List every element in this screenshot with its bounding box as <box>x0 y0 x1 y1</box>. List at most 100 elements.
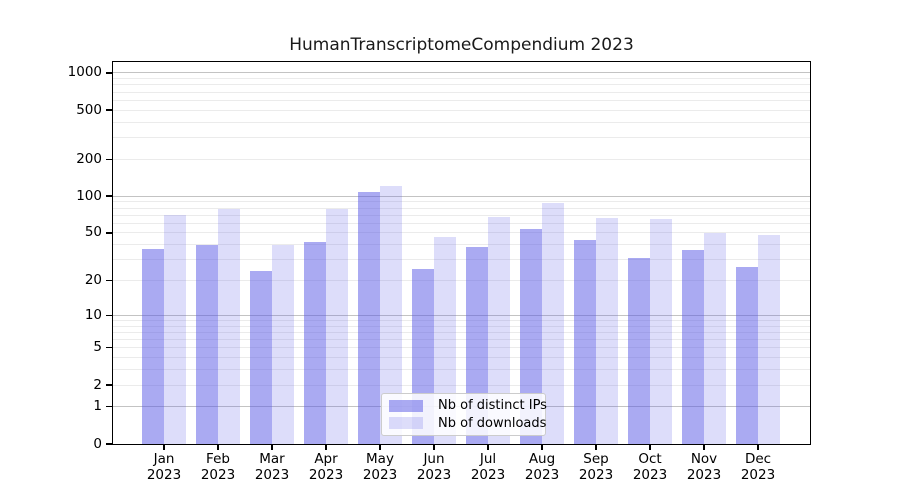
y-tick-label: 20 <box>84 272 102 288</box>
bar-distinct-ips <box>736 267 758 444</box>
bar-distinct-ips <box>682 250 704 444</box>
legend-swatch <box>389 399 423 412</box>
y-tick-mark <box>106 158 113 160</box>
y-gridline-minor <box>113 232 810 234</box>
y-gridline-minor <box>113 121 810 123</box>
y-gridline-minor <box>113 244 810 246</box>
y-gridline-minor <box>113 137 810 139</box>
legend-label: Nb of distinct IPs <box>438 398 547 414</box>
y-tick-mark <box>106 109 113 111</box>
x-tick-label: Aug 2023 <box>524 451 560 483</box>
y-tick-mark <box>106 195 113 197</box>
x-tick-label: Oct 2023 <box>632 451 668 483</box>
x-tick-label: Nov 2023 <box>686 451 722 483</box>
bar-downloads <box>596 218 618 444</box>
y-gridline-minor <box>113 84 810 86</box>
y-tick-mark <box>106 232 113 234</box>
x-tick-mark <box>217 445 219 450</box>
y-tick-mark <box>106 314 113 316</box>
x-tick-label: Apr 2023 <box>308 451 344 483</box>
y-gridline-minor <box>113 158 810 160</box>
y-gridline-minor <box>113 99 810 101</box>
y-gridline-minor <box>113 319 810 321</box>
y-gridline-minor <box>113 384 810 386</box>
y-tick-label: 10 <box>84 306 102 323</box>
bar-distinct-ips <box>574 239 596 444</box>
y-gridline-minor <box>113 201 810 203</box>
legend-swatch <box>389 417 423 430</box>
y-gridline-minor <box>113 325 810 327</box>
y-gridline-minor <box>113 214 810 216</box>
x-tick-mark <box>379 445 381 450</box>
legend-item: Nb of distinct IPs <box>389 398 547 413</box>
x-tick-mark <box>487 445 489 450</box>
x-tick-label: Jan 2023 <box>146 451 182 483</box>
x-tick-label: Jun 2023 <box>416 451 452 483</box>
x-tick-label: Feb 2023 <box>200 451 236 483</box>
y-gridline-minor <box>113 78 810 80</box>
x-tick-label: Dec 2023 <box>740 451 776 483</box>
bar-downloads <box>326 209 348 444</box>
y-tick-label: 1000 <box>67 64 102 81</box>
y-tick-label: 5 <box>93 339 102 356</box>
y-tick-mark <box>106 347 113 349</box>
x-tick-label: Sep 2023 <box>578 451 614 483</box>
bar-downloads <box>758 235 780 444</box>
y-tick-label: 100 <box>76 187 102 204</box>
bar-distinct-ips <box>196 244 218 444</box>
y-gridline-major <box>113 314 810 316</box>
bar-distinct-ips <box>628 257 650 444</box>
y-tick-label: 500 <box>76 101 102 118</box>
y-gridline-minor <box>113 222 810 224</box>
x-tick-mark <box>433 445 435 450</box>
bar-downloads <box>704 232 726 444</box>
bar-distinct-ips <box>304 242 326 444</box>
bar-downloads <box>542 202 564 444</box>
x-tick-label: Jul 2023 <box>470 451 506 483</box>
y-gridline-minor <box>113 347 810 349</box>
x-tick-mark <box>541 445 543 450</box>
plot-area <box>112 61 811 445</box>
bar-distinct-ips <box>520 228 542 444</box>
chart-title: HumanTranscriptomeCompendium 2023 <box>289 35 634 55</box>
bar-downloads <box>650 219 672 444</box>
y-gridline-minor <box>113 109 810 111</box>
bar-downloads <box>434 237 456 444</box>
y-tick-mark <box>106 279 113 282</box>
bar-downloads <box>488 217 510 444</box>
y-gridline-minor <box>113 280 810 281</box>
legend-label: Nb of downloads <box>438 415 547 431</box>
y-tick-label: 50 <box>84 224 102 241</box>
bar-downloads <box>164 215 186 444</box>
x-tick-mark <box>649 445 651 450</box>
x-tick-mark <box>595 445 597 450</box>
y-gridline-minor <box>113 207 810 209</box>
y-tick-mark <box>106 384 113 386</box>
x-tick-mark <box>325 445 327 450</box>
bar-downloads <box>218 208 240 444</box>
bar-downloads <box>272 244 294 444</box>
y-gridline-minor <box>113 259 810 261</box>
legend: Nb of distinct IPs Nb of downloads <box>381 393 547 436</box>
y-tick-label: 200 <box>76 150 102 167</box>
x-tick-mark <box>757 445 759 450</box>
y-tick-mark <box>106 72 113 74</box>
y-tick-label: 2 <box>93 376 102 393</box>
legend-item: Nb of downloads <box>389 416 546 431</box>
x-tick-label: Mar 2023 <box>254 451 290 483</box>
x-tick-mark <box>271 445 273 450</box>
bar-distinct-ips <box>142 248 164 444</box>
bar-downloads <box>380 186 402 444</box>
y-gridline-major <box>113 195 810 197</box>
x-tick-mark <box>703 445 705 450</box>
y-tick-mark <box>106 443 113 445</box>
y-gridline-minor <box>113 357 810 359</box>
y-tick-label: 0 <box>93 435 102 452</box>
y-gridline-minor <box>113 369 810 371</box>
y-tick-label: 1 <box>93 398 102 415</box>
x-tick-label: May 2023 <box>362 451 398 483</box>
y-gridline-minor <box>113 331 810 333</box>
y-gridline-minor <box>113 339 810 340</box>
y-gridline-minor <box>113 91 810 93</box>
